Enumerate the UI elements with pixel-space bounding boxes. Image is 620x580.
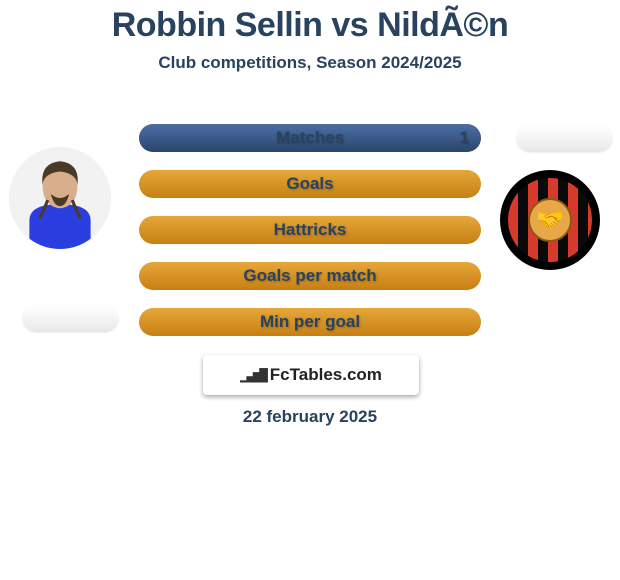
stat-label: Goals — [139, 174, 481, 194]
club-badge-center: 🤝 — [528, 198, 572, 242]
stat-row: Min per goal — [139, 308, 481, 336]
branding-text: FcTables.com — [270, 365, 382, 385]
stat-row: Hattricks — [139, 216, 481, 244]
branding-card: ▁▃▅▇ FcTables.com — [203, 355, 419, 395]
stat-value-right: 1 — [460, 128, 469, 148]
stat-row: Goals per match — [139, 262, 481, 290]
player-left-avatar — [9, 147, 111, 249]
stat-bar-list: Matches1 Goals Hattricks Goals per match Min… — [139, 124, 481, 354]
club-badge-stripes: 🤝 — [508, 178, 592, 262]
jersey-shape — [29, 204, 90, 249]
player-right-club-badge: 🤝 — [500, 170, 600, 270]
player-left-pill — [23, 305, 118, 331]
page-subtitle: Club competitions, Season 2024/2025 — [0, 53, 620, 73]
comparison-infographic: Robbin Sellin vs NildÃ©n Club competitio… — [0, 0, 620, 580]
stat-label: Hattricks — [139, 220, 481, 240]
player-right-pill — [517, 125, 612, 151]
bar-chart-icon: ▁▃▅▇ — [240, 367, 266, 383]
page-title: Robbin Sellin vs NildÃ©n — [0, 0, 620, 45]
stat-label: Min per goal — [139, 312, 481, 332]
stat-row: Matches1 — [139, 124, 481, 152]
handshake-icon: 🤝 — [536, 207, 563, 233]
stat-label: Goals per match — [139, 266, 481, 286]
footer-date: 22 february 2025 — [0, 407, 620, 427]
stat-label: Matches — [139, 128, 481, 148]
stat-row: Goals — [139, 170, 481, 198]
player-left-portrait-icon — [9, 147, 111, 249]
